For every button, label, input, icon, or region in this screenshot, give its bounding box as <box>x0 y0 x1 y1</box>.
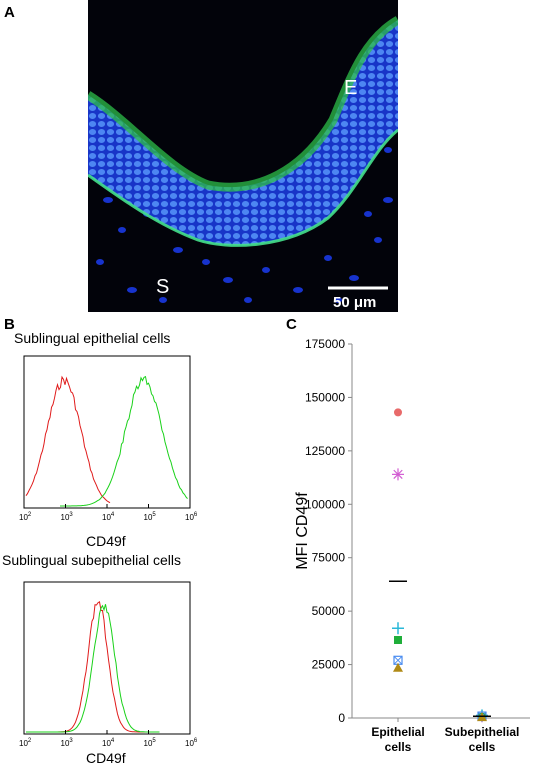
y-tick-label: 175000 <box>305 337 345 351</box>
x-category-label: Epithelial <box>371 725 424 739</box>
x-category-label: Subepithelial <box>445 725 520 739</box>
y-axis-label: MFI CD49f <box>294 492 311 570</box>
stromal-nuclei <box>96 147 393 303</box>
y-tick-label: 150000 <box>305 390 345 404</box>
panel-label-a: A <box>4 4 15 21</box>
y-tick-label: 125000 <box>305 444 345 458</box>
histogram-tick-label: 106 <box>185 512 198 522</box>
label-e: E <box>344 77 357 99</box>
histogram-tick-label: 102 <box>19 512 32 522</box>
histogram-tick-label: 102 <box>19 738 32 748</box>
panel-label-b: B <box>4 316 15 333</box>
histogram-top: 102 103 104 105 106 <box>19 355 198 522</box>
histogram-tick-label: 105 <box>144 512 157 522</box>
data-point-square <box>394 635 402 644</box>
histogram-top-isotype-trace <box>25 375 111 504</box>
panel-label-c: C <box>286 316 297 333</box>
histogram-top-xlabel: CD49f <box>86 533 126 549</box>
histogram-tick-label: 106 <box>185 738 198 748</box>
cd49f-surface-signal <box>88 16 398 192</box>
y-tick-label: 25000 <box>312 658 346 672</box>
histogram-tick-label: 104 <box>102 512 115 522</box>
histogram-bottom-frame <box>23 581 191 735</box>
y-tick-label: 50000 <box>312 604 346 618</box>
scale-bar-label: 50 μm <box>333 294 376 311</box>
data-point-triangle <box>393 662 403 672</box>
histogram-tick-label: 103 <box>61 512 74 522</box>
mfi-scatter-chart: 0 25000 50000 75000 100000 125000 150000 175000… <box>294 337 530 754</box>
data-point-circle <box>394 408 402 417</box>
histogram-bottom-title: Sublingual subepithelial cells <box>2 552 182 568</box>
histogram-top-cd49f-trace <box>60 375 188 507</box>
histogram-bottom-cd49f-trace <box>26 604 160 733</box>
histogram-bottom: 102 103 104 105 106 <box>19 581 198 748</box>
data-point-asterisk <box>392 468 404 481</box>
histogram-top-frame <box>23 355 191 509</box>
label-s: S <box>156 276 169 298</box>
y-tick-label: 100000 <box>305 497 345 511</box>
y-tick-label: 0 <box>338 711 345 725</box>
histogram-bottom-xlabel: CD49f <box>86 750 126 766</box>
data-point-plus <box>392 622 404 635</box>
histogram-top-title: Sublingual epithelial cells <box>14 330 171 346</box>
x-category-label: cells <box>469 740 496 754</box>
histogram-tick-label: 105 <box>144 738 157 748</box>
y-tick-label: 75000 <box>312 551 346 565</box>
cd49f-basal-signal <box>88 128 398 247</box>
histogram-tick-label: 104 <box>102 738 115 748</box>
fluorescence-micrograph: E S 50 μm <box>88 0 398 312</box>
epithelium-layer <box>88 20 398 246</box>
histogram-tick-label: 103 <box>61 738 74 748</box>
x-category-label: cells <box>385 740 412 754</box>
